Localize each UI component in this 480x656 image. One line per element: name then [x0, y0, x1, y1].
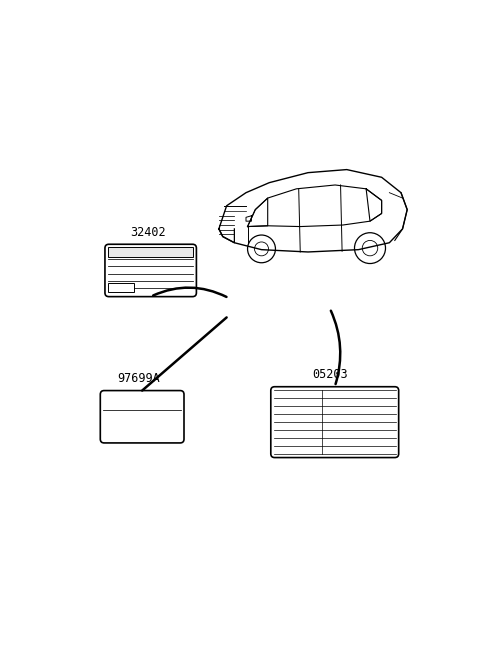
- FancyBboxPatch shape: [105, 244, 196, 297]
- Text: 32402: 32402: [130, 226, 166, 239]
- FancyBboxPatch shape: [271, 387, 399, 458]
- Bar: [108, 247, 193, 257]
- Text: 97699A: 97699A: [118, 372, 160, 385]
- Text: 05203: 05203: [312, 368, 348, 381]
- FancyBboxPatch shape: [100, 390, 184, 443]
- Bar: [108, 283, 134, 292]
